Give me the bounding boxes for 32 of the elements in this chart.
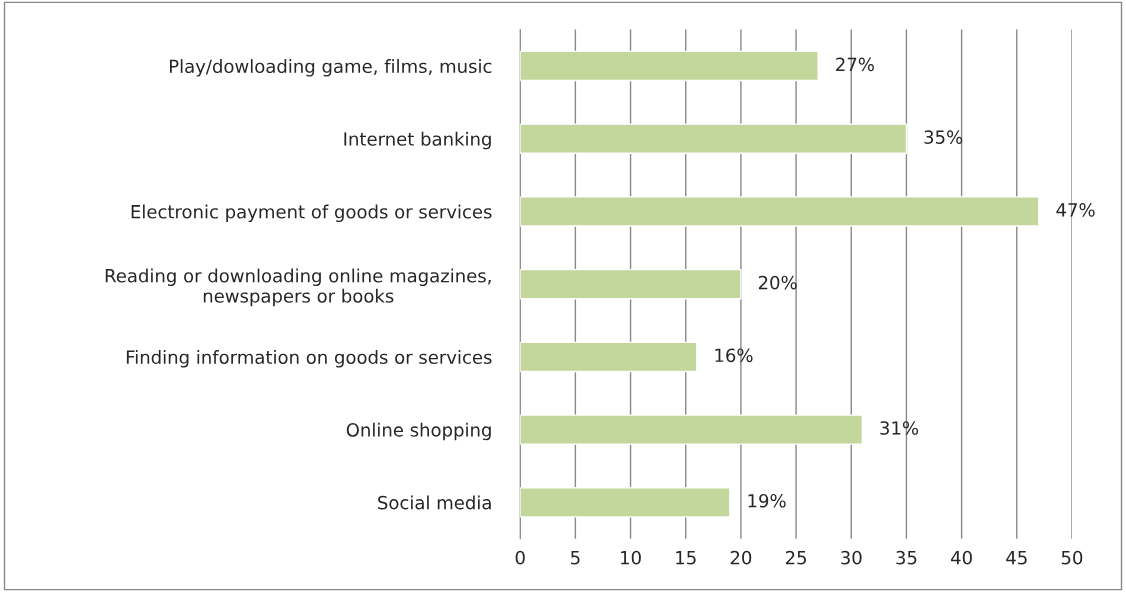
y-tick-label: Internet banking [344,131,491,150]
x-tick-label: 25 [785,550,806,565]
x-tick-label: 50 [1061,550,1083,565]
x-tick-label: 15 [676,551,696,565]
data-label: 31% [880,421,919,435]
x-tick-label: 20 [730,550,752,565]
data-label: 19% [748,493,786,508]
x-tick-label: 30 [841,550,862,565]
y-tick-label: Finding information on goods or services [126,350,492,368]
bar [520,414,863,445]
bar [520,487,731,518]
data-label: 35% [924,130,963,144]
y-tick-label: Reading or downloading online magazines, newspapers or books [105,268,491,307]
x-tick-label: 10 [621,550,641,565]
x-tick-label: 0 [515,550,525,565]
x-tick-label: 45 [1006,551,1027,565]
bar [520,268,742,300]
x-tick-label: 40 [951,550,972,565]
data-label: 47% [1056,203,1095,217]
x-tick-label: 5 [571,551,580,565]
bar [520,123,908,154]
data-label: 20% [758,275,797,290]
data-label: 16% [715,348,753,363]
bar [520,196,1040,227]
bar [520,341,698,373]
x-tick-label: 35 [896,550,917,565]
y-tick-label: Electronic payment of goods or services [131,204,492,223]
y-tick-label: Play/dowloading game, films, music [170,59,492,77]
data-label: 27% [836,57,874,72]
bar [520,50,819,82]
y-tick-label: Social media [378,495,491,510]
y-tick-label: Online shopping [346,422,491,441]
